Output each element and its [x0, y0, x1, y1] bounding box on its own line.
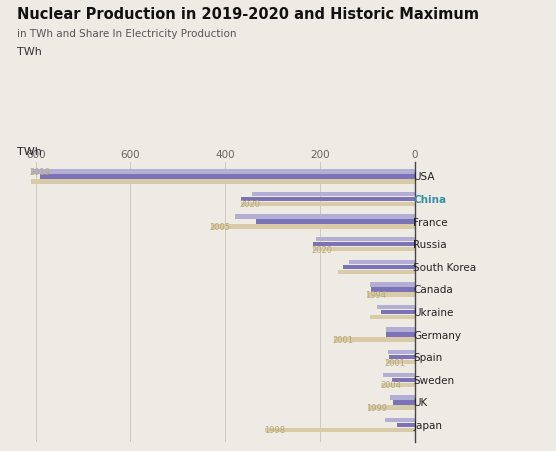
Text: Canada: Canada	[413, 285, 453, 295]
Text: Germany: Germany	[413, 330, 461, 340]
Bar	[241, 198, 415, 202]
Text: 2020: 2020	[311, 245, 332, 254]
Text: 2001: 2001	[384, 358, 405, 367]
Bar	[31, 170, 415, 175]
Bar	[392, 378, 415, 382]
Text: 2004: 2004	[380, 381, 401, 389]
Text: 2020: 2020	[240, 200, 261, 209]
Bar	[342, 265, 415, 269]
Bar	[313, 247, 415, 252]
Bar	[386, 327, 415, 332]
Bar	[41, 175, 415, 179]
Text: Japan: Japan	[413, 420, 442, 430]
Bar	[367, 292, 415, 297]
Text: Ukraine: Ukraine	[413, 307, 454, 318]
Bar	[370, 282, 415, 287]
Text: China: China	[413, 194, 446, 205]
Bar	[389, 355, 415, 360]
Bar	[377, 305, 415, 310]
Bar	[235, 215, 415, 220]
Bar	[211, 225, 415, 229]
Bar	[393, 400, 415, 405]
Bar	[265, 428, 415, 432]
Text: Russia: Russia	[413, 239, 447, 250]
Bar	[349, 260, 415, 264]
Bar	[368, 405, 415, 410]
Bar	[313, 243, 415, 247]
Bar	[385, 418, 415, 422]
Bar	[339, 270, 415, 274]
Text: 2001: 2001	[332, 336, 353, 344]
Text: TWh: TWh	[17, 147, 42, 157]
Bar	[390, 395, 415, 400]
Text: 2005: 2005	[210, 223, 231, 231]
Bar	[334, 337, 415, 342]
Bar	[388, 350, 415, 354]
Bar	[31, 180, 415, 184]
Bar	[316, 238, 415, 242]
Bar	[370, 315, 415, 319]
Text: France: France	[413, 217, 448, 227]
Bar	[381, 382, 415, 387]
Bar	[241, 202, 415, 207]
Text: 1999: 1999	[366, 403, 388, 412]
Text: South Korea: South Korea	[413, 262, 476, 272]
Bar	[256, 220, 415, 224]
Text: Nuclear Production in 2019-2020 and Historic Maximum: Nuclear Production in 2019-2020 and Hist…	[17, 7, 479, 22]
Bar	[252, 193, 415, 197]
Bar	[386, 360, 415, 364]
Text: 2019: 2019	[29, 168, 51, 176]
Text: 1998: 1998	[264, 426, 285, 434]
Text: in TWh and Share In Electricity Production: in TWh and Share In Electricity Producti…	[17, 29, 236, 39]
Bar	[371, 288, 415, 292]
Text: Sweden: Sweden	[413, 375, 454, 385]
Bar	[386, 333, 415, 337]
Text: Spain: Spain	[413, 352, 443, 363]
Text: 1994: 1994	[365, 290, 386, 299]
Bar	[380, 310, 415, 315]
Text: TWh: TWh	[17, 47, 42, 57]
Text: UK: UK	[413, 397, 428, 408]
Text: USA: USA	[413, 172, 435, 182]
Bar	[397, 423, 415, 428]
Bar	[384, 373, 415, 377]
